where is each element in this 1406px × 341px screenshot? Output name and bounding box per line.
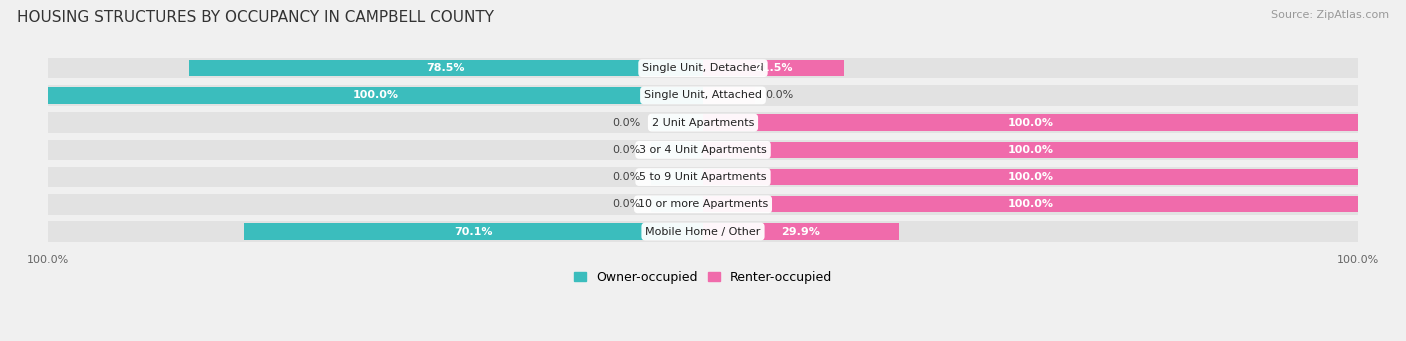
Text: 0.0%: 0.0% bbox=[613, 118, 641, 128]
Bar bbox=[48, 194, 703, 214]
Bar bbox=[703, 115, 1358, 131]
Bar bbox=[48, 140, 703, 160]
Text: Single Unit, Detached: Single Unit, Detached bbox=[643, 63, 763, 73]
Bar bbox=[703, 167, 1358, 187]
Bar bbox=[703, 142, 1358, 158]
Text: 70.1%: 70.1% bbox=[454, 226, 492, 237]
Text: 100.0%: 100.0% bbox=[353, 90, 398, 100]
Text: 78.5%: 78.5% bbox=[426, 63, 465, 73]
Bar bbox=[48, 113, 703, 133]
Bar bbox=[703, 85, 1358, 106]
Text: 21.5%: 21.5% bbox=[754, 63, 793, 73]
Bar bbox=[651, 196, 703, 212]
Bar bbox=[703, 194, 1358, 214]
Bar bbox=[703, 221, 1358, 242]
Bar bbox=[48, 221, 703, 242]
Legend: Owner-occupied, Renter-occupied: Owner-occupied, Renter-occupied bbox=[568, 266, 838, 289]
Text: 100.0%: 100.0% bbox=[1008, 145, 1053, 155]
Bar bbox=[703, 169, 1358, 185]
Text: 2 Unit Apartments: 2 Unit Apartments bbox=[652, 118, 754, 128]
Text: 100.0%: 100.0% bbox=[1008, 199, 1053, 209]
Text: 29.9%: 29.9% bbox=[782, 226, 820, 237]
Bar bbox=[48, 87, 703, 104]
Text: 3 or 4 Unit Apartments: 3 or 4 Unit Apartments bbox=[640, 145, 766, 155]
Bar bbox=[188, 60, 703, 76]
Text: 100.0%: 100.0% bbox=[1008, 172, 1053, 182]
Bar bbox=[703, 196, 1358, 212]
Bar bbox=[243, 223, 703, 240]
Text: HOUSING STRUCTURES BY OCCUPANCY IN CAMPBELL COUNTY: HOUSING STRUCTURES BY OCCUPANCY IN CAMPB… bbox=[17, 10, 494, 25]
Bar bbox=[48, 58, 703, 78]
Bar bbox=[703, 113, 1358, 133]
Text: 100.0%: 100.0% bbox=[1008, 118, 1053, 128]
Text: 0.0%: 0.0% bbox=[613, 199, 641, 209]
Bar bbox=[703, 58, 1358, 78]
Bar bbox=[703, 140, 1358, 160]
Text: 0.0%: 0.0% bbox=[613, 172, 641, 182]
Text: 10 or more Apartments: 10 or more Apartments bbox=[638, 199, 768, 209]
Bar bbox=[48, 167, 703, 187]
Text: 0.0%: 0.0% bbox=[613, 145, 641, 155]
Text: 5 to 9 Unit Apartments: 5 to 9 Unit Apartments bbox=[640, 172, 766, 182]
Text: Source: ZipAtlas.com: Source: ZipAtlas.com bbox=[1271, 10, 1389, 20]
Text: Mobile Home / Other: Mobile Home / Other bbox=[645, 226, 761, 237]
Bar bbox=[651, 142, 703, 158]
Bar bbox=[703, 223, 898, 240]
Text: 0.0%: 0.0% bbox=[765, 90, 793, 100]
Bar bbox=[703, 60, 844, 76]
Bar bbox=[651, 169, 703, 185]
Text: Single Unit, Attached: Single Unit, Attached bbox=[644, 90, 762, 100]
Bar bbox=[48, 85, 703, 106]
Bar bbox=[703, 87, 755, 104]
Bar bbox=[651, 115, 703, 131]
